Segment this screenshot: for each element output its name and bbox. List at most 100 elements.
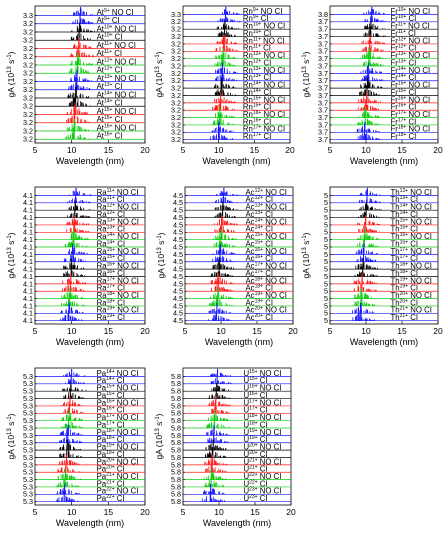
ion-label: Fr14+ NO CI xyxy=(390,66,430,75)
y-tick-label: 4.5 xyxy=(173,279,183,288)
ion-element: Ra xyxy=(97,262,108,271)
ion-element: Ac xyxy=(245,188,254,197)
ion-element: Pa xyxy=(97,391,107,400)
ion-label: Fr13+ NO CI xyxy=(390,51,430,60)
chart-panel-6: Th13+ NO CI5 Th13+ CI5 Th14+ NO CI5 Th14+ C… xyxy=(301,186,443,347)
ion-charge: 19+ xyxy=(400,284,409,290)
ion-calc-label: NO CI xyxy=(259,7,283,16)
ion-charge: 17+ xyxy=(107,284,116,290)
ion-row-Ra-11plus-no-ci: Ra11+ NO CI xyxy=(35,187,145,197)
ion-charge: 18+ xyxy=(255,284,264,290)
ion-element: Fr xyxy=(390,14,398,23)
ion-charge: 13+ xyxy=(107,217,116,223)
ion-row-Pa-21plus-ci: Pa21+ CI xyxy=(35,476,145,488)
ion-row-Pa-14plus-no-ci: Pa14+ NO CI xyxy=(35,368,145,378)
y-tick-label: 5.3 xyxy=(23,394,33,403)
y-tick-label: 5.8 xyxy=(171,423,181,432)
y-axis-label: gA (1013 s-1) xyxy=(154,51,164,97)
ion-label: At10+ NO CI xyxy=(97,24,137,33)
ion-element: At xyxy=(97,74,105,83)
ion-element: Fr xyxy=(390,44,398,53)
ion-calc-label: CI xyxy=(406,58,416,67)
ion-calc-label: CI xyxy=(115,376,125,385)
y-tick-label: 5 xyxy=(324,250,328,259)
y-tick-label: 4.5 xyxy=(173,316,183,325)
y-axis-label-superscript: 13 xyxy=(155,66,161,73)
ion-row-Ac-14plus-no-ci: Ac14+ NO CI xyxy=(185,215,293,226)
ion-row-Pa-15plus-ci: Pa15+ CI xyxy=(35,389,145,400)
ion-row-At-12plus-no-ci: At12+ NO CI xyxy=(35,53,145,66)
ion-charge: 13+ xyxy=(104,74,113,80)
ion-calc-label: CI xyxy=(261,73,271,82)
y-tick-label: 3.7 xyxy=(318,120,328,129)
ion-row-At-16plus-ci: At16+ CI xyxy=(35,127,145,141)
x-tick-label: 15 xyxy=(104,326,114,336)
ion-label: Rn17+ CI xyxy=(243,132,271,141)
ion-charge: 13+ xyxy=(400,195,409,201)
ion-row-U-18plus-ci: U18+ CI xyxy=(183,417,291,429)
ion-element: Rn xyxy=(243,36,253,45)
y-tick-label: 4.1 xyxy=(23,220,33,229)
ion-charge: 17+ xyxy=(249,398,258,404)
ion-row-U-22plus-ci: U22+ CI xyxy=(183,476,291,488)
ion-charge: 18+ xyxy=(107,291,116,297)
ion-row-Fr-11plus-no-ci: Fr11+ NO CI xyxy=(330,20,438,31)
ion-row-Rn-16plus-ci: Rn16+ CI xyxy=(183,114,290,126)
ion-row-Ac-16plus-no-ci: Ac16+ NO CI xyxy=(185,243,293,256)
ion-charge: 16+ xyxy=(398,95,407,101)
ion-element: U xyxy=(243,457,249,466)
ion-label: Ac16+ NO CI xyxy=(245,247,286,256)
ion-label: Ra12+ CI xyxy=(97,210,125,219)
ion-element: Ac xyxy=(245,225,254,234)
y-tick-label: 3.2 xyxy=(171,17,181,26)
ion-element: Ac xyxy=(245,247,254,256)
ion-element: Fr xyxy=(390,36,398,45)
ion-row-Pa-17plus-no-ci: Pa17+ NO CI xyxy=(35,410,145,422)
ion-label: Ra19+ NO CI xyxy=(97,306,139,315)
ion-label: Pa17+ CI xyxy=(97,420,125,429)
ion-charge: 16+ xyxy=(107,262,116,268)
y-tick-label: 4.5 xyxy=(173,294,183,303)
ion-calc-label: CI xyxy=(263,269,273,278)
ion-label: Th20+ NO CI xyxy=(390,291,431,300)
ion-element: U xyxy=(243,428,249,437)
ion-calc-label: NO CI xyxy=(406,22,430,31)
ion-charge: 11+ xyxy=(398,22,406,28)
ion-row-Pa-21plus-no-ci: Pa21+ NO CI xyxy=(35,469,145,481)
ion-label: Pa22+ NO CI xyxy=(97,487,139,496)
ion-calc-label: NO CI xyxy=(258,428,282,437)
ion-row-Ra-18plus-no-ci: Ra18+ NO CI xyxy=(35,288,145,300)
ion-element: Rn xyxy=(243,58,253,67)
ion-element: Fr xyxy=(390,125,398,134)
ion-charge: 14+ xyxy=(104,99,113,105)
ion-charge: 17+ xyxy=(253,132,262,138)
y-tick-label: 4.1 xyxy=(23,309,33,318)
ion-row-Rn-9plus-no-ci: Rn9+ NO CI xyxy=(183,6,290,16)
ion-row-Ra-19plus-no-ci: Ra19+ NO CI xyxy=(35,302,145,315)
ion-charge: 19+ xyxy=(107,313,116,319)
ion-calc-label: CI xyxy=(112,132,122,141)
y-tick-label: 5.3 xyxy=(23,387,33,396)
ion-label: At13+ NO CI xyxy=(97,74,137,83)
ion-row-Fr-10plus-ci: Fr10+ CI xyxy=(330,13,438,23)
ion-label: Th13+ CI xyxy=(390,195,418,204)
ion-calc-label: NO CI xyxy=(115,369,139,378)
ion-charge: 17+ xyxy=(255,269,264,275)
ion-label: Ac17+ NO CI xyxy=(245,262,286,271)
ion-charge: 15+ xyxy=(249,376,258,382)
ion-charge: 14+ xyxy=(253,88,262,94)
y-tick-label: 4.1 xyxy=(23,272,33,281)
ion-element: Th xyxy=(390,232,399,241)
ion-charge: 19+ xyxy=(106,443,115,449)
y-tick-label: 5 xyxy=(324,235,328,244)
ion-element: Rn xyxy=(243,103,253,112)
ion-calc-label: NO CI xyxy=(408,262,432,271)
ion-calc-label: CI xyxy=(408,195,418,204)
ion-label: Ac16+ CI xyxy=(245,254,273,263)
ion-row-Th-20plus-ci: Th20+ CI xyxy=(330,295,438,307)
y-tick-label: 5.3 xyxy=(23,379,33,388)
y-axis-label-text: gA (10 xyxy=(154,73,164,98)
y-axis-label: gA (1013 s-1) xyxy=(301,232,311,278)
ion-charge: 11+ xyxy=(107,188,115,194)
x-tick-label: 10 xyxy=(361,326,371,336)
